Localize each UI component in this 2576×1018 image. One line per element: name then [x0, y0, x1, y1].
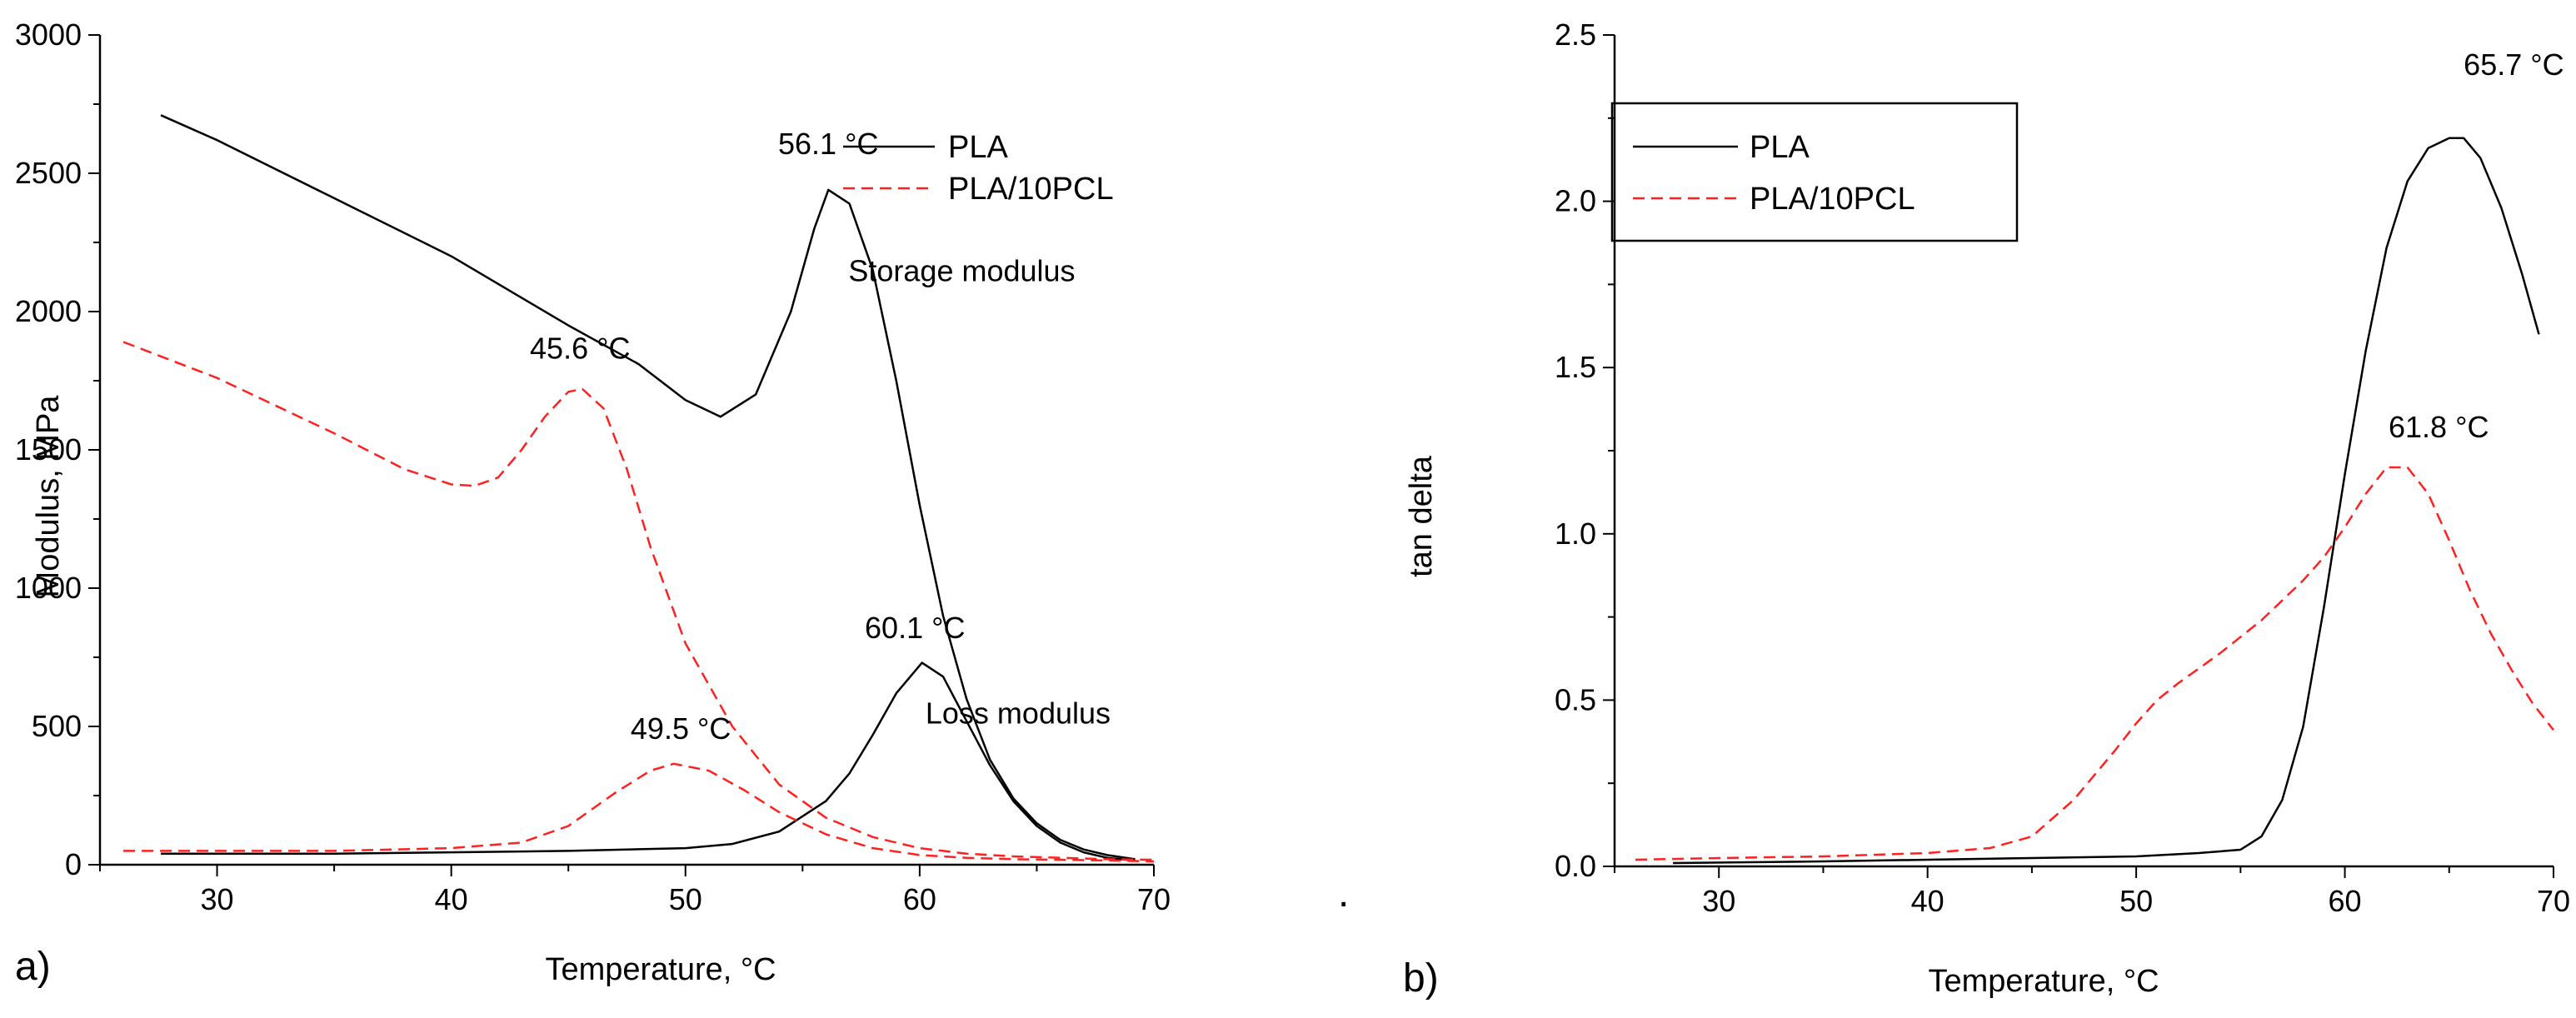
x-tick-label-70: 70: [1137, 882, 1171, 916]
axes-layer: 30 40 50 60 70 0.0 0.5 1.0 1.5 2.0 2.5: [1555, 17, 2570, 918]
y-tick-label-3000: 3000: [15, 17, 82, 52]
x-tick-label-50: 50: [669, 882, 702, 916]
annotation-layer: 56.1 °C 45.6 °C 60.1 °C 49.5 °C Storage modu…: [530, 127, 1111, 746]
panel-b-tan-delta-chart: 65.7 °C 61.8 °C 30 40 50 60 70 0.0 0.5 1.0 1.5 2.0…: [1403, 17, 2570, 1001]
legend: PLA PLA/10PCL: [843, 130, 1114, 207]
y-tick-label-2000: 2000: [15, 294, 82, 328]
annotation-61-8-c: 61.8 °C: [2389, 410, 2489, 444]
series-pla-10pcl-storage-modulus-line: [122, 341, 1155, 861]
series-layer: [1635, 137, 2554, 865]
legend-label-pla-10pcl: PLA/10PCL: [948, 172, 1114, 207]
annotation-60-1-c: 60.1 °C: [865, 611, 965, 645]
series-pla-line: [1673, 137, 2540, 865]
annotation-storage-modulus: Storage modulus: [848, 253, 1075, 287]
y-tick-label-2-0: 2.0: [1555, 184, 1596, 218]
x-axis-title: Temperature, °C: [1928, 964, 2159, 999]
y-tick-label-1-5: 1.5: [1555, 350, 1596, 384]
stray-dot: .: [1338, 871, 1349, 916]
y-tick-label-2-5: 2.5: [1555, 17, 1596, 52]
plot-area: 65.7 °C 61.8 °C 30 40 50 60 70 0.0 0.5 1.0 1.5 2.0…: [1555, 17, 2570, 918]
annotation-loss-modulus: Loss modulus: [926, 696, 1111, 731]
y-tick-label-1500: 1500: [15, 432, 82, 467]
legend-label-pla: PLA: [1750, 130, 1810, 165]
x-tick-label-50: 50: [2119, 884, 2153, 918]
x-tick-label-40: 40: [1911, 884, 1944, 918]
y-axis-title: tan delta: [1404, 455, 1439, 577]
y-tick-label-0: 0: [65, 847, 82, 881]
legend-label-pla: PLA: [948, 130, 1008, 165]
legend: PLA PLA/10PCL: [1610, 102, 2019, 242]
x-tick-label-70: 70: [2537, 884, 2570, 918]
annotation-56-1-c: 56.1 °C: [778, 127, 878, 161]
x-tick-label-30: 30: [201, 882, 234, 916]
legend-label-pla-10pcl: PLA/10PCL: [1750, 182, 1915, 217]
series-pla-loss-modulus-line: [161, 661, 1136, 862]
y-tick-label-0-0: 0.0: [1555, 849, 1596, 883]
x-tick-label-60: 60: [2329, 884, 2362, 918]
y-tick-label-1-0: 1.0: [1555, 516, 1596, 551]
y-tick-label-500: 500: [32, 709, 82, 743]
legend-box: [1610, 102, 2019, 242]
panel-label-a: a): [15, 945, 51, 989]
series-pla-storage-modulus-line: [160, 114, 1136, 861]
x-axis-title: Temperature, °C: [545, 952, 776, 987]
annotation-45-6-c: 45.6 °C: [530, 331, 630, 365]
series-pla-10pcl-loss-modulus-line: [123, 762, 1155, 863]
annotation-65-7-c: 65.7 °C: [2464, 47, 2564, 82]
y-tick-label-2500: 2500: [15, 156, 82, 190]
annotation-layer: 65.7 °C 61.8 °C: [2389, 47, 2564, 444]
x-tick-label-30: 30: [1702, 884, 1735, 918]
panel-a-modulus-chart: 56.1 °C 45.6 °C 60.1 °C 49.5 °C Storage modu…: [15, 17, 1171, 989]
annotation-49-5-c: 49.5 °C: [631, 711, 731, 746]
axes-layer: 30 40 50 60 70 0 500 1000 1500 2000 2500 3000: [15, 17, 1171, 916]
y-tick-label-0-5: 0.5: [1555, 682, 1596, 716]
x-tick-label-60: 60: [903, 882, 936, 916]
y-tick-label-1000: 1000: [15, 571, 82, 605]
series-pla-10pcl-line: [1635, 466, 2554, 861]
plot-area: 56.1 °C 45.6 °C 60.1 °C 49.5 °C Storage modu…: [15, 17, 1171, 916]
panel-label-b: b): [1403, 956, 1439, 1001]
series-layer: [122, 114, 1155, 863]
x-tick-label-40: 40: [435, 882, 468, 916]
y-axis-title: Modulus, MPa: [31, 395, 66, 598]
